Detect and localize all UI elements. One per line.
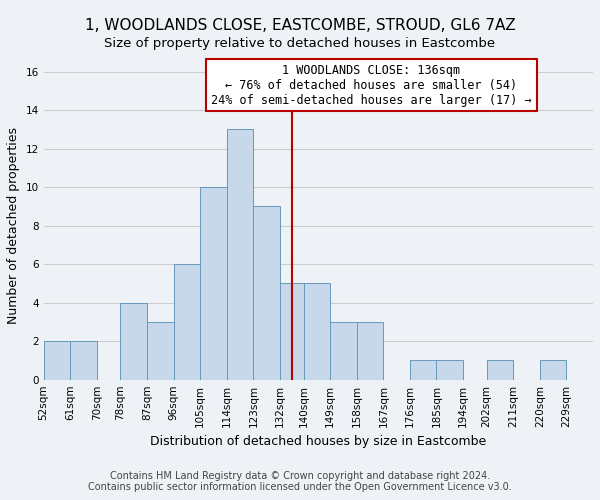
Bar	[487, 360, 513, 380]
Bar	[44, 341, 70, 380]
Bar	[253, 206, 280, 380]
Bar	[330, 322, 357, 380]
Bar	[410, 360, 436, 380]
Bar	[121, 302, 147, 380]
Bar	[200, 187, 227, 380]
Bar	[70, 341, 97, 380]
Bar	[436, 360, 463, 380]
Bar	[357, 322, 383, 380]
Bar	[280, 284, 304, 380]
Y-axis label: Number of detached properties: Number of detached properties	[7, 127, 20, 324]
Bar	[173, 264, 200, 380]
X-axis label: Distribution of detached houses by size in Eastcombe: Distribution of detached houses by size …	[150, 435, 487, 448]
Bar	[304, 284, 330, 380]
Text: Contains HM Land Registry data © Crown copyright and database right 2024.
Contai: Contains HM Land Registry data © Crown c…	[88, 471, 512, 492]
Text: Size of property relative to detached houses in Eastcombe: Size of property relative to detached ho…	[104, 38, 496, 51]
Bar	[227, 130, 253, 380]
Bar	[147, 322, 173, 380]
Bar	[540, 360, 566, 380]
Text: 1 WOODLANDS CLOSE: 136sqm
← 76% of detached houses are smaller (54)
24% of semi-: 1 WOODLANDS CLOSE: 136sqm ← 76% of detac…	[211, 64, 532, 106]
Text: 1, WOODLANDS CLOSE, EASTCOMBE, STROUD, GL6 7AZ: 1, WOODLANDS CLOSE, EASTCOMBE, STROUD, G…	[85, 18, 515, 32]
